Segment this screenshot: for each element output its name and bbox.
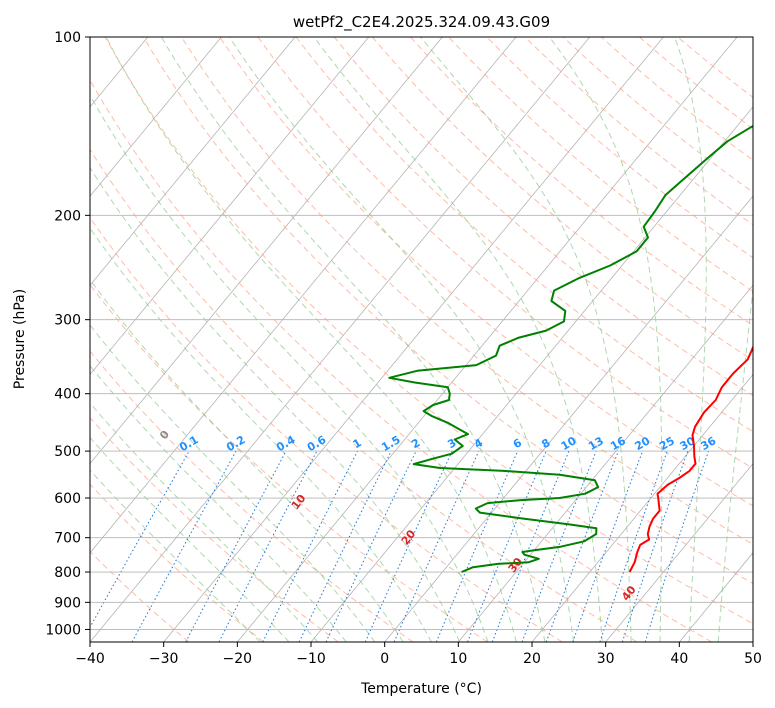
dry-adiabat-line <box>257 37 753 469</box>
moist-adiabat-line <box>90 227 432 642</box>
x-axis: −40 −30 −20 −10 0 10 20 30 40 50 <box>75 642 762 667</box>
dry-adiabat-line <box>333 37 753 397</box>
dewpoint-profile-line <box>388 124 753 573</box>
moist-adiabat-line <box>549 37 663 642</box>
y-tick-label: 800 <box>54 565 81 581</box>
dry-adiabat-line <box>90 550 190 642</box>
moist-adiabat-line <box>90 365 347 642</box>
x-tick-label: −30 <box>149 651 179 667</box>
isotherm-line <box>90 37 370 376</box>
mixing-ratio-line <box>90 450 190 629</box>
isotherm-line <box>90 37 443 465</box>
y-tick-label: 900 <box>54 595 81 611</box>
moist-adiabat-line <box>717 282 753 642</box>
y-tick-label: 600 <box>54 491 81 507</box>
x-tick-label: 40 <box>670 651 688 667</box>
mixing-ratio-line <box>521 450 597 642</box>
moist-adiabat-line <box>90 278 404 642</box>
dry-adiabat-line <box>90 283 488 642</box>
mixing-ratio-line <box>545 450 619 642</box>
isotherm-line <box>90 37 517 554</box>
sounding-profiles <box>388 124 753 573</box>
x-tick-label: 50 <box>744 651 762 667</box>
y-tick-label: 500 <box>54 444 81 460</box>
y-tick-label: 400 <box>54 387 81 403</box>
y-tick-label: 200 <box>54 208 81 224</box>
pressure-gridlines <box>90 37 753 630</box>
y-tick-label: 300 <box>54 313 81 329</box>
isotherm-line <box>458 284 753 642</box>
x-tick-label: −40 <box>75 651 105 667</box>
isotherm-line <box>90 37 222 197</box>
x-tick-label: 20 <box>523 651 541 667</box>
x-axis-label: Temperature (°C) <box>360 681 482 697</box>
mixing-ratio-line <box>262 450 358 642</box>
moist-adiabat-line <box>90 166 461 642</box>
mixing-ratio-line <box>435 450 519 642</box>
x-tick-label: −10 <box>296 651 326 667</box>
x-tick-label: 10 <box>449 651 467 667</box>
mixing-ratio-line <box>491 450 570 642</box>
isotherm-line <box>384 195 753 642</box>
moist-adiabat-line <box>674 37 707 642</box>
mixing-ratio-line <box>185 450 287 642</box>
dry-adiabat-line <box>90 216 563 642</box>
dry-adiabat-line <box>90 483 264 642</box>
isotherm-line <box>237 37 738 642</box>
temperature-profile-line <box>628 344 753 573</box>
mixing-ratio-line <box>644 450 710 642</box>
plot-frame <box>89 36 754 643</box>
chart-title: wetPf2_C2E4.2025.324.09.43.G09 <box>293 13 550 32</box>
y-tick-label: 100 <box>54 30 81 46</box>
x-tick-label: 30 <box>597 651 615 667</box>
isotherm-line <box>310 106 753 642</box>
mixing-ratio-line <box>621 450 689 642</box>
y-axis-label: Pressure (hPa) <box>12 289 28 389</box>
isotherm-line <box>163 37 664 642</box>
moist-adiabat-line <box>105 37 517 642</box>
dry-adiabat-line <box>410 37 753 327</box>
moist-adiabat-line <box>160 37 546 642</box>
isotherm-line <box>605 463 753 642</box>
dry-adiabat-line <box>90 78 712 642</box>
isotherm-line <box>90 37 296 286</box>
y-tick-label: 700 <box>54 531 81 547</box>
dry-adiabat-line <box>295 37 753 433</box>
dry-adiabat-line <box>371 37 753 361</box>
moist-adiabat-line <box>90 94 489 642</box>
moist-adiabat-line <box>228 37 575 642</box>
dry-adiabat-line <box>90 350 414 642</box>
moist-adiabat-line <box>420 37 632 642</box>
isotherm-line <box>531 373 753 642</box>
mixing-ratio-line <box>572 450 644 642</box>
background-reference-lines <box>90 37 753 642</box>
mixing-ratio-line <box>131 450 237 642</box>
isotherm-line <box>90 37 591 642</box>
y-tick-label: 1000 <box>45 622 81 638</box>
y-axis: 100 200 300 400 500 600 700 800 900 1000 <box>45 30 90 638</box>
moist-adiabat-line <box>90 324 376 642</box>
mixing-ratio-line <box>599 450 668 642</box>
mixing-ratio-line <box>393 450 480 642</box>
dry-adiabat-line <box>90 148 638 642</box>
x-tick-label: 0 <box>380 651 389 667</box>
x-tick-label: −20 <box>223 651 253 667</box>
moist-adiabat-line <box>313 37 603 642</box>
